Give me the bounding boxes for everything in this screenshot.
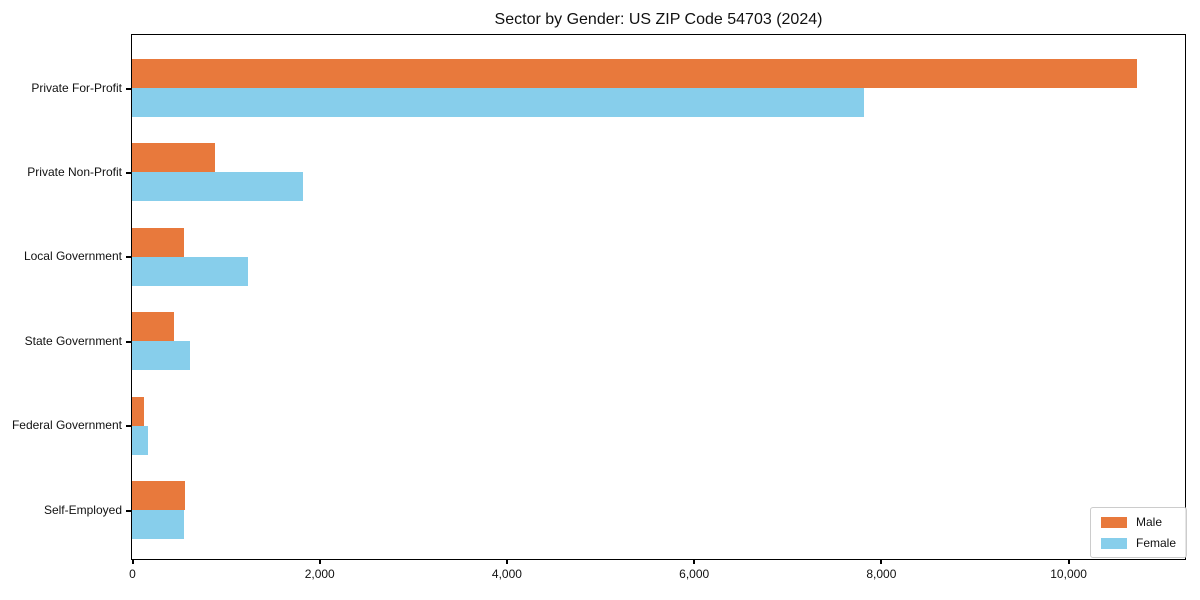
bar-male-federal-government [132, 396, 144, 426]
legend: Male Female [1090, 507, 1188, 558]
y-tick-label-local-government: Local Government [23, 249, 122, 264]
male-swatch-icon [1101, 516, 1127, 528]
legend-item-female: Female [1101, 536, 1176, 550]
bar-female-private-for-profit [132, 88, 864, 117]
y-tick-mark [126, 340, 131, 343]
y-tick-mark [126, 256, 131, 259]
bar-male-private-non-profit [132, 143, 215, 173]
x-tick-mark [880, 559, 883, 564]
y-tick-mark [126, 509, 131, 512]
bar-male-private-for-profit [132, 59, 1137, 88]
x-tick-mark [1067, 559, 1070, 564]
y-tick-label-state-government: State Government [24, 333, 122, 348]
x-tick-label-4000: 4,000 [491, 567, 522, 581]
x-tick-label-0: 0 [129, 567, 136, 581]
x-tick-mark [693, 559, 696, 564]
y-tick-mark [126, 425, 131, 428]
female-swatch-icon [1101, 537, 1127, 549]
x-tick-label-8000: 8,000 [866, 567, 897, 581]
y-tick-label-private-for-profit: Private For-Profit [31, 80, 122, 95]
bar-female-local-government [132, 256, 248, 286]
x-tick-label-10000: 10,000 [1050, 567, 1087, 581]
bar-female-self-employed [132, 510, 184, 539]
y-tick-label-federal-government: Federal Government [11, 418, 122, 433]
bar-male-state-government [132, 312, 174, 342]
bar-male-self-employed [132, 481, 185, 510]
y-tick-mark [126, 87, 131, 90]
legend-item-male: Male [1101, 515, 1176, 529]
bar-female-state-government [132, 341, 190, 371]
y-tick-label-self-employed: Self-Employed [43, 502, 122, 517]
bar-female-private-non-profit [132, 172, 303, 202]
x-tick-mark [318, 559, 321, 564]
chart-title: Sector by Gender: US ZIP Code 54703 (202… [494, 11, 823, 28]
x-tick-label-6000: 6,000 [679, 567, 710, 581]
legend-label-male: Male [1136, 515, 1163, 529]
x-tick-mark [505, 559, 508, 564]
plot-area [131, 34, 1186, 560]
x-tick-mark [131, 559, 134, 564]
y-tick-mark [126, 171, 131, 174]
bar-female-federal-government [132, 425, 148, 455]
legend-label-female: Female [1136, 536, 1177, 550]
x-tick-label-2000: 2,000 [304, 567, 335, 581]
y-tick-label-private-non-profit: Private Non-Profit [27, 164, 122, 179]
bar-male-local-government [132, 227, 184, 257]
